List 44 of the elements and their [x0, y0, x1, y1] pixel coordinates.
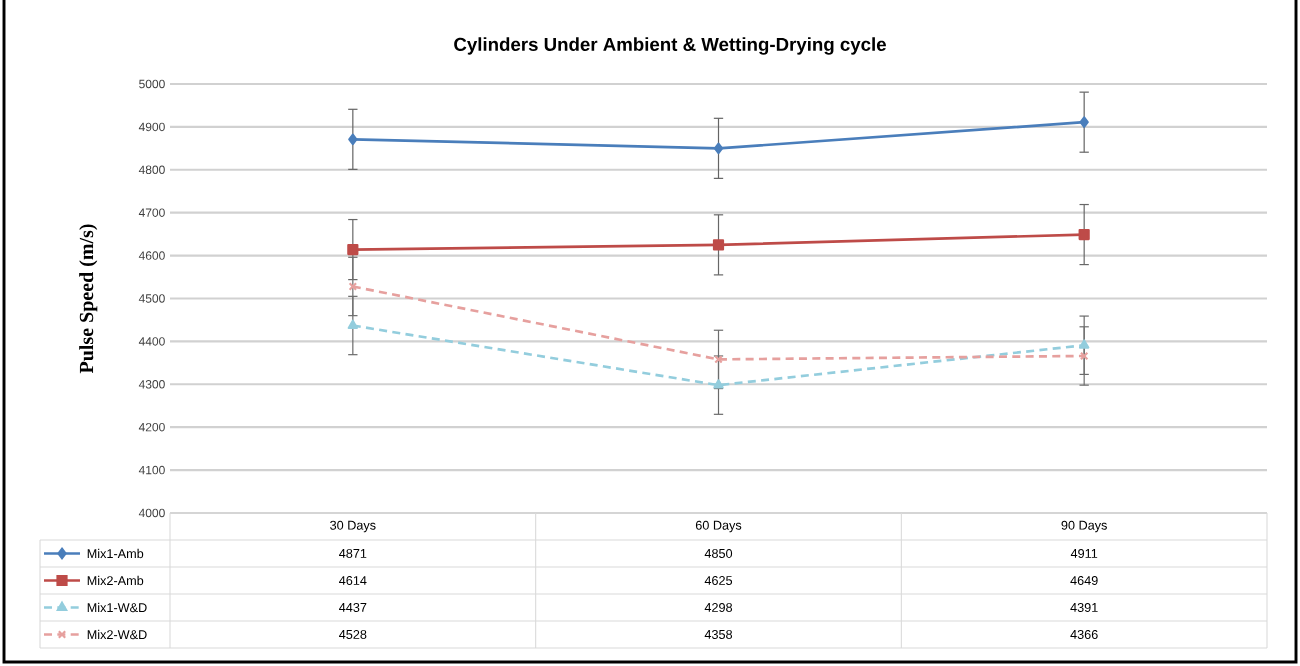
y-tick-label: 4000: [138, 508, 165, 518]
y-tick-label: 4900: [138, 122, 165, 132]
data-label: 4366: [1070, 630, 1098, 639]
data-label: 4850: [704, 549, 733, 558]
y-tick-label: 5000: [139, 79, 165, 89]
chart-title: Cylinders Under Ambient & Wetting-Drying cycle: [454, 37, 886, 55]
x-tick-label: 30 Days: [330, 520, 376, 533]
x-tick-label: 90 Days: [1061, 520, 1107, 533]
y-tick-label: 4500: [138, 294, 165, 303]
y-tick-label: 4100: [138, 465, 165, 475]
y-tick-label: 4600: [138, 251, 165, 260]
data-label: 4391: [1070, 603, 1098, 612]
data-label: 4298: [704, 603, 733, 612]
point: [714, 355, 723, 364]
y-tick-label: 4300: [138, 380, 165, 389]
legend-label: Mix1-Amb: [87, 548, 144, 559]
point: [1078, 339, 1090, 349]
point: [712, 239, 725, 251]
data-label: 4649: [1070, 576, 1098, 585]
point: [347, 319, 359, 329]
y-tick-label: 4800: [138, 165, 165, 175]
point: [1078, 228, 1090, 241]
x-tick-label: 60 Days: [695, 520, 742, 533]
data-label: 4528: [339, 630, 367, 639]
y-tick-label: 4200: [138, 422, 165, 432]
point: [713, 379, 724, 389]
data-label: 4871: [339, 549, 367, 558]
data-label: 4437: [339, 603, 367, 612]
data-label: 4911: [1070, 549, 1098, 558]
legend-label: Mix2-W&D: [87, 629, 147, 640]
y-axis-title: Pulse Speed (m/s): [79, 224, 98, 374]
data-label: 4625: [704, 576, 733, 585]
point: [1079, 116, 1089, 129]
point: [347, 243, 359, 256]
legend-label: Mix2-Amb: [87, 575, 144, 586]
legend-label: Mix1-W&D: [87, 602, 147, 613]
data-label: 4614: [339, 576, 367, 585]
y-tick-label: 4700: [138, 208, 165, 217]
point: [713, 142, 724, 155]
y-tick-label: 4400: [138, 337, 165, 346]
point: [348, 282, 358, 291]
point: [348, 133, 358, 146]
data-label: 4358: [704, 630, 733, 639]
point: [1079, 351, 1089, 361]
